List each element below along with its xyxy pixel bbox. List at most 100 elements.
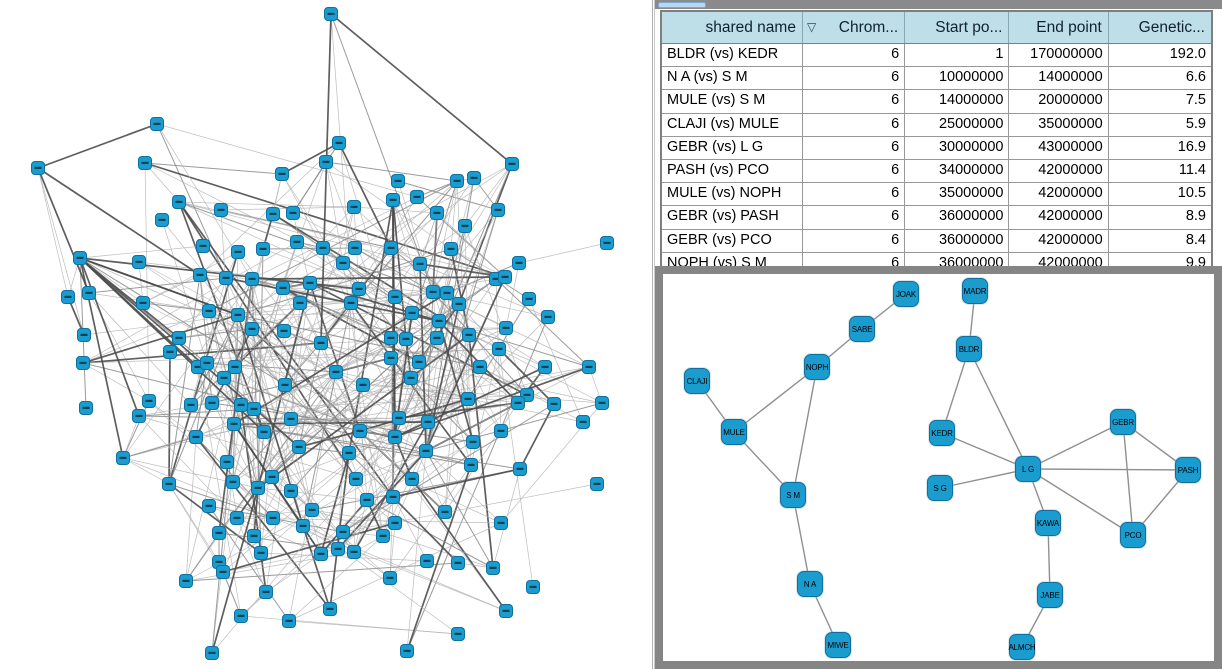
- network-node[interactable]: S M: [780, 482, 806, 508]
- table-cell: 6: [803, 252, 906, 275]
- node-label-smudge: [502, 609, 510, 612]
- column-header-1[interactable]: ▽ Chrom...: [802, 12, 906, 43]
- table-cell: 36000000: [905, 206, 1010, 229]
- network-node[interactable]: L G: [1015, 456, 1041, 482]
- column-header-4[interactable]: Genetic...: [1108, 12, 1211, 43]
- network-node[interactable]: PASH: [1175, 457, 1201, 483]
- table-row[interactable]: BLDR (vs) KEDR 6 1 170000000 192.0: [662, 44, 1211, 68]
- table-cell: 6: [803, 44, 906, 67]
- node-label-smudge: [223, 460, 231, 463]
- table-row[interactable]: GEBR (vs) L G 6 30000000 43000000 16.9: [662, 136, 1211, 160]
- node-label-smudge: [335, 141, 343, 144]
- panel-splitter[interactable]: [652, 0, 655, 669]
- node-label-smudge: [254, 486, 262, 489]
- subnetwork-canvas[interactable]: JOAK MADR SABE BLDR NOPH CLAJI MULE KEDR GEBR L G…: [663, 274, 1214, 661]
- node-label-smudge: [158, 218, 166, 221]
- node-label-smudge: [230, 422, 238, 425]
- column-header-2[interactable]: Start po...: [905, 12, 1010, 43]
- network-node[interactable]: ALMCH: [1009, 634, 1036, 660]
- node-label-smudge: [502, 326, 510, 329]
- network-node[interactable]: MULE: [721, 419, 747, 445]
- main-network-view[interactable]: [0, 0, 652, 669]
- node-label-smudge: [391, 295, 399, 298]
- table-row[interactable]: GEBR (vs) PCO 6 36000000 42000000 8.4: [662, 229, 1211, 253]
- node-label-smudge: [523, 393, 531, 396]
- toolbar-tab-fragment[interactable]: [658, 2, 706, 8]
- table-cell: 36000000: [905, 229, 1010, 252]
- network-edge: [1122, 421, 1134, 536]
- network-node[interactable]: PCO: [1120, 522, 1146, 548]
- network-node[interactable]: NOPH: [804, 354, 830, 380]
- network-node[interactable]: N A: [797, 571, 823, 597]
- network-node[interactable]: CLAJI: [684, 368, 710, 394]
- network-node[interactable]: SABE: [849, 316, 875, 342]
- column-header-3[interactable]: End point: [1009, 12, 1109, 43]
- node-label-smudge: [205, 504, 213, 507]
- node-label-smudge: [34, 166, 42, 169]
- table-cell: 6: [803, 183, 906, 206]
- table-cell: 43000000: [1009, 136, 1109, 159]
- node-label-smudge: [394, 179, 402, 182]
- table-row[interactable]: PASH (vs) PCO 6 34000000 42000000 11.4: [662, 159, 1211, 184]
- table-cell: 6: [803, 136, 906, 159]
- node-label-smudge: [280, 329, 288, 332]
- network-node[interactable]: KAWA: [1035, 510, 1061, 536]
- node-label-smudge: [429, 290, 437, 293]
- node-label-smudge: [215, 531, 223, 534]
- table-header-row: shared name ▽ Chrom... Start po... End point…: [662, 12, 1211, 44]
- table-cell: 6: [803, 229, 906, 252]
- network-node[interactable]: S G: [927, 475, 953, 501]
- filter-icon[interactable]: ▽: [806, 19, 817, 34]
- edge-attribute-table: shared name ▽ Chrom... Start po... End point…: [660, 10, 1213, 277]
- node-label-smudge: [166, 350, 174, 353]
- node-label: NOPH: [805, 362, 829, 372]
- node-label-smudge: [408, 311, 416, 314]
- node-label-smudge: [293, 240, 301, 243]
- network-node[interactable]: MIWE: [825, 632, 851, 658]
- table-cell: 11.4: [1178, 161, 1206, 178]
- node-label-smudge: [308, 508, 316, 511]
- node-label-smudge: [403, 649, 411, 652]
- node-label-smudge: [350, 550, 358, 553]
- table-cell: 16.9: [1177, 138, 1206, 155]
- node-label: CLAJI: [686, 376, 708, 386]
- node-label-smudge: [76, 256, 84, 259]
- main-network-canvas[interactable]: [0, 0, 652, 669]
- network-edge: [792, 366, 818, 496]
- table-cell: 170000000: [1009, 44, 1109, 67]
- table-cell: MULE (vs) NOPH: [662, 183, 803, 206]
- network-node[interactable]: GEBR: [1110, 409, 1136, 435]
- table-row[interactable]: MULE (vs) S M 6 14000000 20000000 7.5: [662, 90, 1211, 114]
- network-node[interactable]: JOAK: [893, 281, 919, 307]
- node-label-smudge: [497, 429, 505, 432]
- network-edge: [792, 494, 811, 585]
- node-label-smudge: [327, 12, 335, 15]
- network-node[interactable]: KEDR: [929, 420, 955, 446]
- table-row[interactable]: CLAJI (vs) MULE 6 25000000 35000000 5.9: [662, 113, 1211, 137]
- table-cell: PASH (vs) PCO: [662, 159, 803, 183]
- node-label-smudge: [598, 401, 606, 404]
- node-label-smudge: [281, 383, 289, 386]
- network-edge: [968, 348, 1029, 470]
- node-label-smudge: [231, 365, 239, 368]
- network-node[interactable]: MADR: [962, 278, 988, 304]
- column-header-0[interactable]: shared name: [662, 12, 803, 43]
- node-label-smudge: [379, 534, 387, 537]
- network-node[interactable]: JABE: [1037, 582, 1063, 608]
- node-label-smudge: [389, 198, 397, 201]
- node-label-smudge: [433, 211, 441, 214]
- node-label-smudge: [79, 361, 87, 364]
- column-header-label: Start po...: [935, 18, 1003, 36]
- node-label-smudge: [299, 524, 307, 527]
- node-label-smudge: [248, 327, 256, 330]
- node-label-smudge: [454, 561, 462, 564]
- node-label-smudge: [355, 287, 363, 290]
- table-row[interactable]: MULE (vs) NOPH 6 35000000 42000000 10.5: [662, 183, 1211, 207]
- node-label-smudge: [269, 212, 277, 215]
- table-row[interactable]: GEBR (vs) PASH 6 36000000 42000000 8.9: [662, 206, 1211, 230]
- table-cell: 6: [803, 90, 906, 113]
- network-node[interactable]: BLDR: [956, 336, 982, 362]
- table-row[interactable]: N A (vs) S M 6 10000000 14000000 6.6: [662, 67, 1211, 91]
- node-label: KEDR: [931, 428, 953, 438]
